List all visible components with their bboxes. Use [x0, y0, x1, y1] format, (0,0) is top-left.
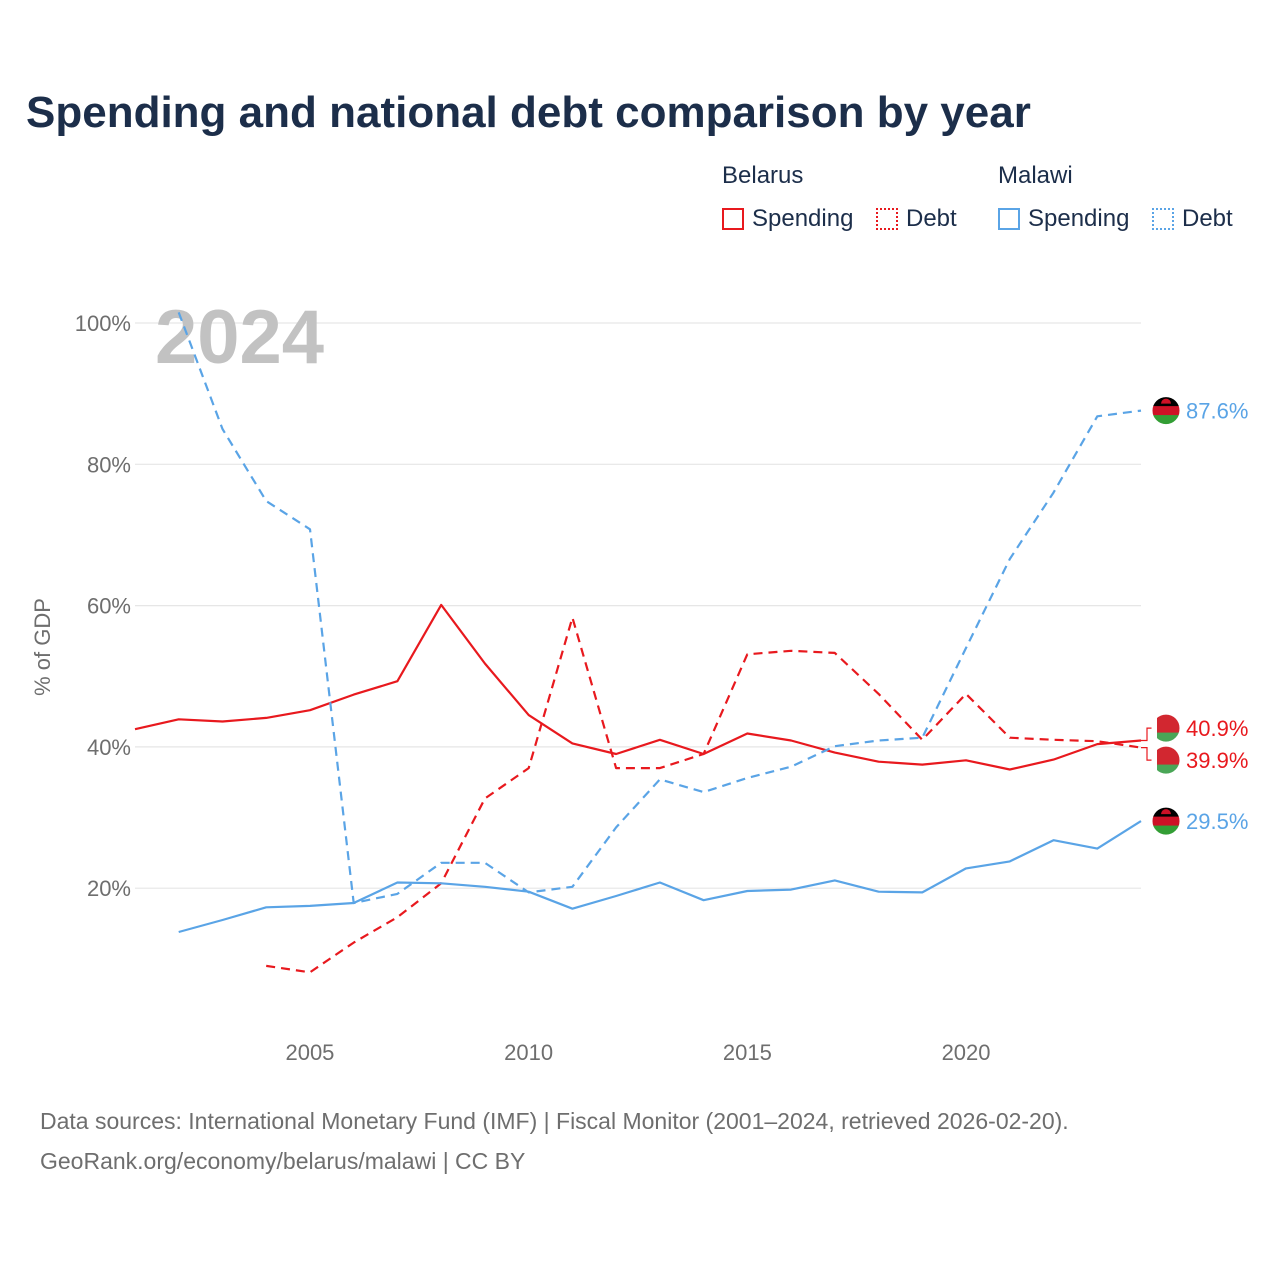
series-line-malawi-debt[interactable]	[177, 312, 1142, 905]
malawi-flag-icon	[1151, 806, 1181, 836]
label-connector	[1141, 727, 1152, 742]
legend-swatch-malawi-spending	[998, 208, 1020, 230]
y-tick-label: 80%	[87, 452, 131, 477]
y-tick-label: 60%	[87, 594, 131, 619]
legend-item-malawi-debt[interactable]: Debt	[1152, 204, 1233, 234]
malawi-flag-icon	[1151, 396, 1181, 426]
y-tick-label: 20%	[87, 876, 131, 901]
legend-item-belarus-debt[interactable]: Debt	[876, 204, 957, 234]
legend-group-belarus: Belarus	[722, 162, 804, 189]
footer-link[interactable]: GeoRank.org/economy/belarus/malawi | CC …	[40, 1148, 526, 1174]
end-value-label: 87.6%	[1186, 399, 1248, 424]
series-line-belarus-spending[interactable]	[134, 603, 1142, 771]
x-tick-label: 2015	[723, 1040, 772, 1065]
end-value-label: 39.9%	[1186, 748, 1248, 773]
label-connector	[1141, 747, 1152, 761]
series-line-belarus-debt[interactable]	[266, 616, 1142, 974]
end-marker-belarus-debt: 39.9%	[1141, 745, 1248, 775]
legend-label-belarus-debt: Debt	[906, 205, 957, 232]
x-tick-label: 2005	[285, 1040, 334, 1065]
legend-item-malawi-spending[interactable]: Spending	[998, 204, 1129, 234]
x-tick-label: 2010	[504, 1040, 553, 1065]
x-axis-ticks: 2005 2010 2015 2020	[285, 1040, 990, 1065]
end-marker-malawi-debt: 87.6%	[1151, 396, 1248, 426]
y-axis-label: % of GDP	[30, 598, 55, 696]
end-value-label: 40.9%	[1186, 716, 1248, 741]
belarus-flag-icon	[1151, 745, 1181, 775]
legend-group-malawi: Malawi	[998, 162, 1073, 189]
legend-swatch-malawi-debt	[1152, 208, 1174, 230]
end-marker-belarus-spending: 40.9%	[1141, 713, 1248, 743]
series-line-malawi-spending[interactable]	[178, 820, 1142, 934]
y-axis-ticks: 20% 40% 60% 80% 100%	[75, 311, 131, 901]
chart-title: Spending and national debt comparison by…	[26, 88, 1031, 137]
series-layer	[134, 312, 1142, 974]
year-watermark: 2024	[155, 295, 324, 380]
x-tick-label: 2020	[942, 1040, 991, 1065]
legend-label-malawi-debt: Debt	[1182, 205, 1233, 232]
legend-swatch-belarus-debt	[876, 208, 898, 230]
footer-sources: Data sources: International Monetary Fun…	[40, 1108, 1069, 1134]
y-tick-label: 100%	[75, 311, 131, 336]
legend-item-belarus-spending[interactable]: Spending	[722, 204, 853, 234]
y-tick-label: 40%	[87, 735, 131, 760]
belarus-flag-icon	[1151, 713, 1181, 743]
legend-label-belarus-spending: Spending	[752, 205, 854, 232]
end-value-label: 29.5%	[1186, 809, 1248, 834]
legend-label-malawi-spending: Spending	[1028, 205, 1130, 232]
end-markers: 40.9% 39.9% 29.5% 87.6%	[1141, 396, 1248, 836]
end-marker-malawi-spending: 29.5%	[1151, 806, 1248, 836]
legend-swatch-belarus-spending	[722, 208, 744, 230]
